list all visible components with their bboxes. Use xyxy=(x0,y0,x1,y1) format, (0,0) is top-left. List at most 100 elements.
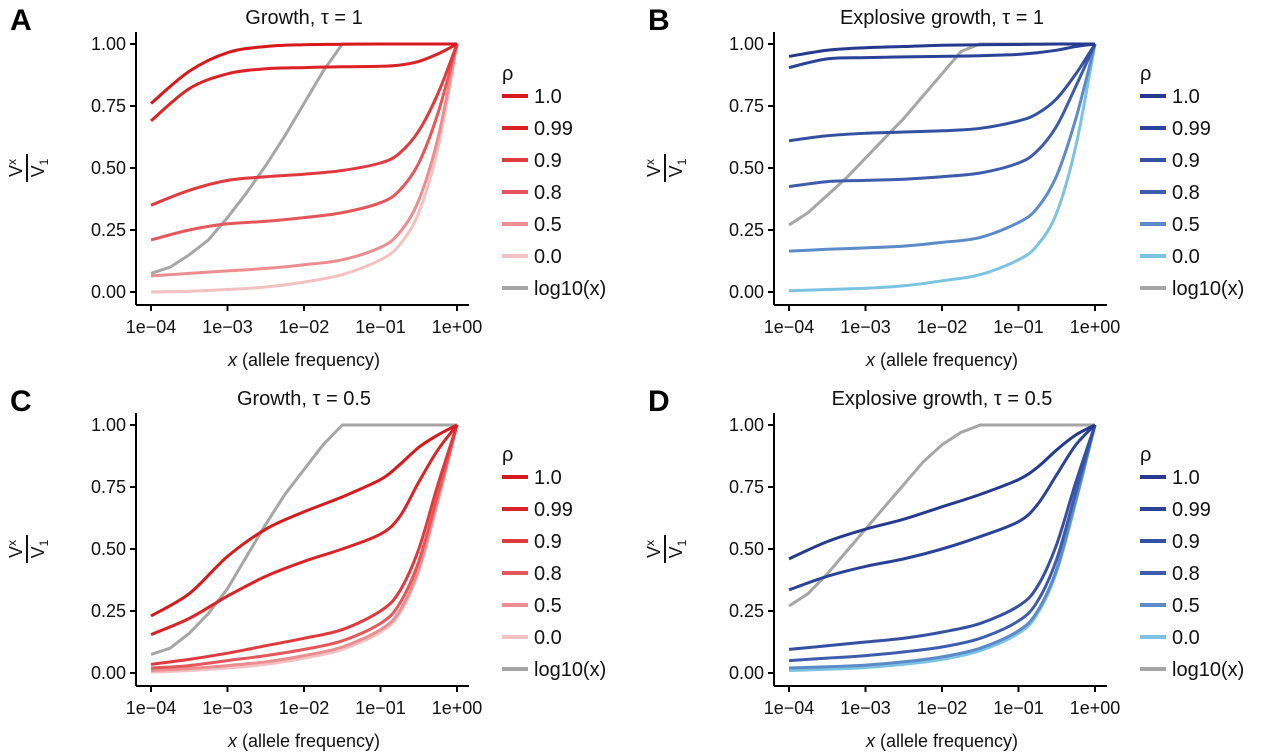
x-axis-title-var: x xyxy=(227,731,238,751)
y-tick-label: 0.75 xyxy=(91,477,126,497)
x-axis-title-rest: (allele frequency) xyxy=(875,350,1018,370)
legend-label: log10(x) xyxy=(1172,659,1244,681)
y-den-base: V xyxy=(28,165,48,177)
y-tick-label: 0.25 xyxy=(729,601,764,621)
x-axis-title: x (allele frequency) xyxy=(227,350,380,370)
x-axis-title: x (allele frequency) xyxy=(865,350,1018,370)
x-axis-title-rest: (allele frequency) xyxy=(875,731,1018,751)
y-tick-label: 0.00 xyxy=(91,663,126,683)
x-tick-label: 1e−02 xyxy=(279,317,330,337)
legend-label: 1.0 xyxy=(534,467,562,489)
chart-title: Growth, τ = 1 xyxy=(245,7,362,29)
legend-label: 1.0 xyxy=(1172,86,1200,108)
legend-label: 0.8 xyxy=(1172,563,1200,585)
y-tick-label: 0.25 xyxy=(91,220,126,240)
y-tick-label: 0.50 xyxy=(91,539,126,559)
y-tick-label: 1.00 xyxy=(91,34,126,54)
legend-label: 0.5 xyxy=(534,214,562,236)
y-den-base: V xyxy=(666,165,686,177)
series-line-rho-0_0 xyxy=(150,43,459,294)
series-line-rho-1_0 xyxy=(150,423,458,618)
y-den-base: V xyxy=(28,546,48,558)
legend-title: ρ xyxy=(502,63,513,85)
x-tick-label: 1e−04 xyxy=(126,317,177,337)
x-axis-title-var: x xyxy=(227,350,238,370)
y-tick-label: 1.00 xyxy=(91,415,126,435)
panel-b: B Explosive growth, τ = 1 0.00 0.25 0.50 0.75… xyxy=(638,0,1278,378)
x-tick-label: 1e−04 xyxy=(126,698,177,718)
x-tick-label: 1e−03 xyxy=(202,698,253,718)
y-tick-label: 0.50 xyxy=(729,539,764,559)
legend-label: 0.9 xyxy=(1172,531,1200,553)
x-tick-label: 1e−01 xyxy=(993,698,1044,718)
panel-label: D xyxy=(648,385,670,418)
legend-label: 0.0 xyxy=(534,246,562,268)
y-tick-label: 0.25 xyxy=(91,601,126,621)
y-tick-label: 1.00 xyxy=(729,415,764,435)
x-axis-title-rest: (allele frequency) xyxy=(237,731,380,751)
y-tick-label: 0.75 xyxy=(729,477,764,497)
series-line-rho-0_99 xyxy=(150,42,458,123)
series-line-log10 xyxy=(150,423,457,656)
series-line-rho-0_9 xyxy=(788,424,1097,651)
legend-label: 0.0 xyxy=(1172,627,1200,649)
series-line-rho-0_5 xyxy=(150,43,459,278)
panel-a: A Growth, τ = 1 0.00 0.25 0.50 0.75 1.00 1e−04 1… xyxy=(0,0,640,378)
x-tick-label: 1e−04 xyxy=(764,698,815,718)
legend-label: 1.0 xyxy=(1172,467,1200,489)
x-tick-label: 1e−01 xyxy=(355,698,406,718)
y-tick-label: 0.50 xyxy=(91,158,126,178)
y-den-sub: 1 xyxy=(675,539,689,546)
legend-label: 0.5 xyxy=(534,595,562,617)
legend-title: ρ xyxy=(1140,444,1151,466)
y-axis-denominator: V1 xyxy=(666,539,689,558)
x-tick-label: 1e−03 xyxy=(840,698,891,718)
x-axis-title-var: x xyxy=(865,731,876,751)
y-num-base: V xyxy=(644,546,664,558)
panel-d: D Explosive growth, τ = 0.5 0.00 0.25 0.50 0.… xyxy=(638,378,1278,756)
legend-title: ρ xyxy=(1140,63,1151,85)
legend-label: 0.99 xyxy=(1172,499,1211,521)
series-line-rho-0_5 xyxy=(150,424,459,672)
series-line-rho-0_99 xyxy=(788,42,1096,70)
chart-c: C Growth, τ = 0.5 0.00 0.25 0.50 0.75 1.00 1e−0… xyxy=(5,385,606,751)
chart-b: B Explosive growth, τ = 1 0.00 0.25 0.50 0.75… xyxy=(643,4,1244,370)
y-axis-denominator: V1 xyxy=(28,158,51,177)
legend-label: 0.9 xyxy=(534,150,562,172)
legend-label: 0.0 xyxy=(534,627,562,649)
legend-label: 0.8 xyxy=(534,182,562,204)
series-line-rho-0_99 xyxy=(150,424,459,636)
series-line-rho-0_99 xyxy=(788,423,1097,592)
legend-label: log10(x) xyxy=(1172,278,1244,300)
legend-label: 0.99 xyxy=(534,118,573,140)
x-tick-label: 1e−03 xyxy=(840,317,891,337)
x-tick-label: 1e−01 xyxy=(355,317,406,337)
series-line-rho-1_0 xyxy=(150,42,457,105)
y-tick-label: 0.00 xyxy=(729,663,764,683)
legend-label: 1.0 xyxy=(534,86,562,108)
series-line-rho-0_9 xyxy=(150,424,459,666)
y-den-sub: 1 xyxy=(37,158,51,165)
series-line-log10 xyxy=(150,42,457,275)
x-tick-label: 1e−04 xyxy=(764,317,815,337)
x-tick-label: 1e+00 xyxy=(432,317,483,337)
y-tick-label: 1.00 xyxy=(729,34,764,54)
legend-label: 0.5 xyxy=(1172,595,1200,617)
legend-label: 0.8 xyxy=(1172,182,1200,204)
x-tick-label: 1e−02 xyxy=(917,698,968,718)
y-tick-label: 0.50 xyxy=(729,158,764,178)
series-line-rho-0_8 xyxy=(150,43,459,242)
series-line-rho-1_0 xyxy=(788,42,1095,58)
panel-label: B xyxy=(648,4,670,37)
y-axis-numerator: Vx xyxy=(643,540,664,558)
y-tick-label: 0.25 xyxy=(729,220,764,240)
y-tick-label: 0.75 xyxy=(91,96,126,116)
series-line-rho-0_0 xyxy=(788,43,1097,293)
chart-title: Explosive growth, τ = 0.5 xyxy=(832,388,1053,410)
y-tick-label: 0.75 xyxy=(729,96,764,116)
series-line-log10 xyxy=(788,42,1095,227)
panel-c: C Growth, τ = 0.5 0.00 0.25 0.50 0.75 1.00 1e−0… xyxy=(0,378,640,756)
chart-title: Growth, τ = 0.5 xyxy=(237,388,371,410)
